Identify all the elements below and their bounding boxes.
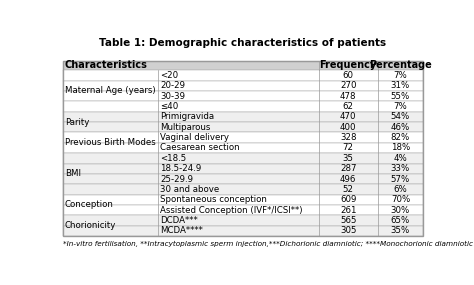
Text: Assisted Conception (IVF*/ICSI**): Assisted Conception (IVF*/ICSI**) bbox=[160, 206, 303, 215]
Text: 70%: 70% bbox=[391, 195, 410, 204]
Text: 65%: 65% bbox=[391, 216, 410, 225]
Text: Characteristics: Characteristics bbox=[65, 60, 147, 70]
Text: 54%: 54% bbox=[391, 112, 410, 121]
Text: 35%: 35% bbox=[391, 226, 410, 235]
Text: 30 and above: 30 and above bbox=[160, 185, 219, 194]
Text: 305: 305 bbox=[340, 226, 356, 235]
Text: 33%: 33% bbox=[391, 164, 410, 173]
Text: BMI: BMI bbox=[65, 169, 81, 178]
Text: *In-vitro fertilisation, **Intracytoplasmic sperm injection,***Dichorionic diamn: *In-vitro fertilisation, **Intracytoplas… bbox=[63, 241, 473, 247]
Text: 31%: 31% bbox=[391, 81, 410, 90]
Text: Primigravida: Primigravida bbox=[160, 112, 214, 121]
Text: 287: 287 bbox=[340, 164, 356, 173]
Text: 270: 270 bbox=[340, 81, 356, 90]
Bar bbox=[63, 81, 423, 91]
Text: 478: 478 bbox=[340, 91, 356, 101]
Text: 609: 609 bbox=[340, 195, 356, 204]
Text: 4%: 4% bbox=[393, 154, 407, 163]
Bar bbox=[63, 153, 423, 164]
Bar bbox=[63, 205, 423, 215]
Bar bbox=[63, 133, 423, 143]
Text: 25-29.9: 25-29.9 bbox=[160, 175, 193, 184]
Bar bbox=[63, 164, 423, 174]
Text: 20-29: 20-29 bbox=[160, 81, 185, 90]
Text: 470: 470 bbox=[340, 112, 356, 121]
Text: <20: <20 bbox=[160, 71, 178, 80]
Text: MCDA****: MCDA**** bbox=[160, 226, 203, 235]
Text: Frequency: Frequency bbox=[319, 60, 377, 70]
Text: 7%: 7% bbox=[393, 71, 407, 80]
Bar bbox=[63, 60, 423, 70]
Text: 52: 52 bbox=[343, 185, 354, 194]
Text: 30%: 30% bbox=[391, 206, 410, 215]
Bar bbox=[63, 184, 423, 195]
Text: Maternal Age (years): Maternal Age (years) bbox=[65, 86, 155, 95]
Bar bbox=[63, 174, 423, 184]
Text: 60: 60 bbox=[343, 71, 354, 80]
Bar bbox=[63, 143, 423, 153]
Text: DCDA***: DCDA*** bbox=[160, 216, 198, 225]
Text: Percentage: Percentage bbox=[369, 60, 432, 70]
Text: 565: 565 bbox=[340, 216, 356, 225]
Text: Parity: Parity bbox=[65, 117, 89, 127]
Bar bbox=[63, 195, 423, 205]
Bar bbox=[63, 112, 423, 122]
Text: Multiparous: Multiparous bbox=[160, 123, 210, 132]
Text: 6%: 6% bbox=[393, 185, 407, 194]
Text: 496: 496 bbox=[340, 175, 356, 184]
Bar bbox=[63, 215, 423, 226]
Text: Chorionicity: Chorionicity bbox=[65, 221, 116, 230]
Text: Table 1: Demographic characteristics of patients: Table 1: Demographic characteristics of … bbox=[100, 38, 386, 48]
Text: 55%: 55% bbox=[391, 91, 410, 101]
Bar bbox=[63, 70, 423, 81]
Text: 30-39: 30-39 bbox=[160, 91, 185, 101]
Text: Vaginal delivery: Vaginal delivery bbox=[160, 133, 229, 142]
Text: Conception: Conception bbox=[65, 200, 114, 209]
Text: Previous Birth Modes: Previous Birth Modes bbox=[65, 138, 155, 147]
Text: 328: 328 bbox=[340, 133, 356, 142]
Text: 62: 62 bbox=[343, 102, 354, 111]
Text: 18%: 18% bbox=[391, 143, 410, 152]
Text: Spontaneous conception: Spontaneous conception bbox=[160, 195, 267, 204]
Bar bbox=[63, 91, 423, 101]
Text: 46%: 46% bbox=[391, 123, 410, 132]
Text: 57%: 57% bbox=[391, 175, 410, 184]
Text: 18.5-24.9: 18.5-24.9 bbox=[160, 164, 201, 173]
Text: 72: 72 bbox=[343, 143, 354, 152]
Text: <18.5: <18.5 bbox=[160, 154, 186, 163]
Bar bbox=[63, 226, 423, 236]
Bar bbox=[63, 122, 423, 133]
Text: 35: 35 bbox=[343, 154, 354, 163]
Text: 400: 400 bbox=[340, 123, 356, 132]
Text: 261: 261 bbox=[340, 206, 356, 215]
Text: Caesarean section: Caesarean section bbox=[160, 143, 240, 152]
Text: ≤40: ≤40 bbox=[160, 102, 178, 111]
Bar bbox=[63, 101, 423, 112]
Text: 82%: 82% bbox=[391, 133, 410, 142]
Text: 7%: 7% bbox=[393, 102, 407, 111]
